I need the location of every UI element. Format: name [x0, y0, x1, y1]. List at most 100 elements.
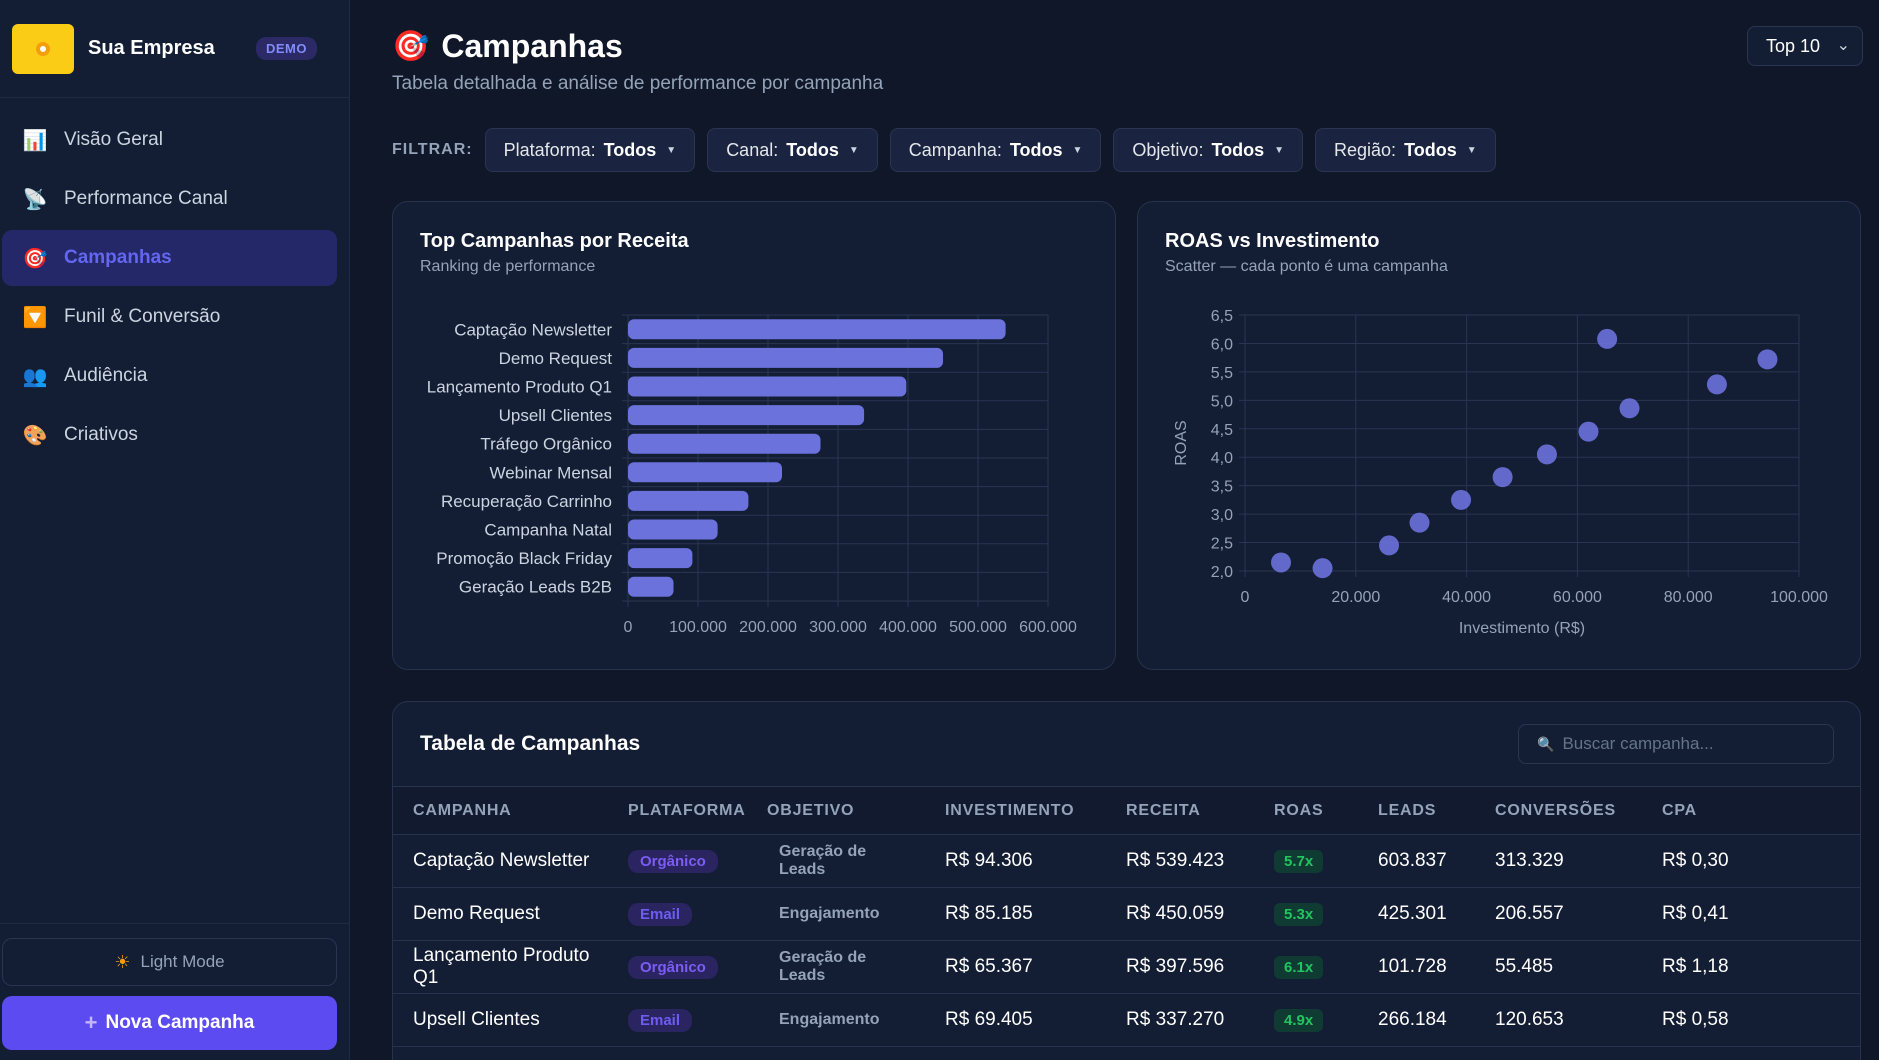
search-icon: 🔍: [1537, 735, 1555, 752]
cell-objetivo: Engajamento: [747, 994, 925, 1047]
y-category-label: Recuperação Carrinho: [441, 492, 612, 511]
y-tick-label: 2,5: [1211, 536, 1233, 553]
filter-key: Canal:: [726, 139, 779, 160]
scatter-point: [1451, 489, 1472, 510]
sidebar-item-audiencia[interactable]: 👥 Audiência: [2, 348, 337, 404]
y-tick-label: 3,5: [1211, 479, 1233, 496]
chevron-down-icon: ⌄: [1836, 37, 1850, 54]
x-tick-label: 60.000: [1553, 589, 1602, 606]
caret-down-icon: ▼: [666, 144, 677, 156]
table-title: Tabela de Campanhas: [420, 732, 641, 755]
top-n-select[interactable]: Top 10 ⌄: [1747, 26, 1863, 66]
cell-investimento: R$ 85.185: [945, 903, 1033, 924]
cell-conversoes: 313.329: [1495, 850, 1564, 871]
light-mode-label: Light Mode: [140, 952, 225, 971]
filter-objetivo[interactable]: Objetivo: Todos ▼: [1113, 128, 1304, 172]
new-campaign-button[interactable]: + Nova Campanha: [2, 996, 337, 1050]
bar: [628, 433, 821, 454]
y-tick-label: 5,0: [1211, 393, 1233, 410]
bar: [628, 347, 944, 368]
scatter-point: [1578, 421, 1599, 442]
col-objetivo[interactable]: OBJETIVO: [767, 801, 855, 819]
x-tick-label: 40.000: [1442, 589, 1491, 606]
table-row[interactable]: Demo Request Email Engajamento R$ 85.185…: [393, 888, 1860, 941]
brand-name: Sua Empresa: [88, 37, 215, 59]
filter-label: FILTRAR:: [392, 141, 473, 158]
col-roas[interactable]: ROAS: [1274, 801, 1324, 819]
col-leads[interactable]: LEADS: [1378, 801, 1437, 819]
filter-key: Plataforma:: [503, 139, 596, 160]
filter-value: Todos: [603, 139, 657, 160]
table-row[interactable]: Captação Newsletter Orgânico Geração de …: [393, 835, 1860, 888]
scatter-point: [1619, 398, 1640, 419]
col-plataforma[interactable]: PLATAFORMA: [628, 801, 746, 819]
filter-value: Todos: [1211, 139, 1265, 160]
y-tick-label: 2,0: [1211, 564, 1233, 581]
col-conversoes[interactable]: CONVERSÕES: [1495, 801, 1616, 819]
roas-badge: 4.9x: [1274, 1008, 1324, 1032]
table-row[interactable]: Lançamento Produto Q1 Orgânico Geração d…: [393, 941, 1860, 994]
y-category-label: Campanha Natal: [484, 521, 612, 540]
target-icon: 🎯: [22, 247, 48, 270]
y-tick-label: 5,5: [1211, 365, 1233, 382]
brand: Sua Empresa DEMO: [0, 0, 349, 98]
filter-plataforma[interactable]: Plataforma: Todos ▼: [484, 128, 696, 172]
light-mode-button[interactable]: ☀ Light Mode: [2, 938, 337, 986]
col-receita[interactable]: RECEITA: [1126, 801, 1201, 819]
top-n-value: Top 10: [1766, 35, 1821, 56]
x-tick-label: 200.000: [739, 619, 797, 636]
y-category-label: Upsell Clientes: [499, 406, 612, 425]
scatter-point: [1379, 535, 1400, 556]
cell-campanha: Lançamento Produto Q1: [413, 945, 590, 988]
sidebar-footer: ☀ Light Mode + Nova Campanha: [0, 923, 349, 1060]
sidebar-item-criativos[interactable]: 🎨 Criativos: [2, 407, 337, 463]
x-tick-label: 100.000: [669, 619, 727, 636]
cell-campanha: Demo Request: [413, 903, 540, 924]
bar: [628, 376, 907, 397]
col-investimento[interactable]: INVESTIMENTO: [945, 801, 1075, 819]
x-tick-label: 500.000: [949, 619, 1007, 636]
platform-badge: Orgânico: [628, 955, 718, 979]
sidebar-item-visao-geral[interactable]: 📊 Visão Geral: [2, 112, 337, 168]
top-campaigns-chart-card: Top Campanhas por Receita Ranking de per…: [392, 201, 1116, 670]
col-campanha[interactable]: CAMPANHA: [413, 801, 512, 819]
cell-cpa: R$ 0,58: [1662, 1009, 1729, 1030]
sidebar-item-label: Performance Canal: [64, 188, 228, 209]
col-cpa[interactable]: CPA: [1662, 801, 1697, 819]
sidebar-item-performance-canal[interactable]: 📡 Performance Canal: [2, 171, 337, 227]
sidebar-item-campanhas[interactable]: 🎯 Campanhas: [2, 230, 337, 286]
bar: [628, 319, 1006, 340]
caret-down-icon: ▼: [1274, 144, 1285, 156]
caret-down-icon: ▼: [848, 144, 859, 156]
x-tick-label: 100.000: [1770, 589, 1828, 606]
page-title: 🎯 Campanhas: [392, 28, 883, 65]
platform-badge: Orgânico: [628, 849, 718, 873]
filter-key: Objetivo:: [1132, 139, 1204, 160]
cell-plataforma: Email: [608, 994, 747, 1047]
y-tick-label: 4,5: [1211, 422, 1233, 439]
sidebar-item-funil[interactable]: 🔽 Funil & Conversão: [2, 289, 337, 345]
users-icon: 👥: [22, 365, 48, 388]
objective-badge: Engajamento: [767, 1008, 892, 1032]
search-input[interactable]: [1562, 734, 1823, 754]
cell-receita: R$ 539.423: [1126, 850, 1225, 871]
cell-conversoes: 120.653: [1495, 1009, 1564, 1030]
table-row[interactable]: Upsell Clientes Email Engajamento R$ 69.…: [393, 994, 1860, 1047]
sidebar-item-label: Funil & Conversão: [64, 306, 221, 327]
cell-leads: 425.301: [1378, 903, 1447, 924]
filter-value: Todos: [786, 139, 839, 160]
filter-canal[interactable]: Canal: Todos ▼: [707, 128, 878, 172]
bar: [628, 405, 865, 426]
filter-campanha[interactable]: Campanha: Todos ▼: [889, 128, 1102, 172]
sun-icon: ☀: [114, 951, 131, 972]
cell-objetivo: Geração de Leads: [747, 941, 925, 994]
y-category-label: Geração Leads B2B: [459, 578, 612, 597]
scatter-point: [1706, 374, 1727, 395]
cell-investimento: R$ 69.405: [945, 1009, 1033, 1030]
x-tick-label: 0: [624, 619, 633, 636]
funnel-icon: 🔽: [22, 306, 48, 329]
campaign-table-card: Tabela de Campanhas 🔍 CAMPANHA PLATAFORM…: [392, 701, 1861, 1060]
y-tick-label: 3,0: [1211, 507, 1233, 524]
filter-regiao[interactable]: Região: Todos ▼: [1315, 128, 1496, 172]
chart-subtitle: Ranking de performance: [420, 258, 596, 275]
